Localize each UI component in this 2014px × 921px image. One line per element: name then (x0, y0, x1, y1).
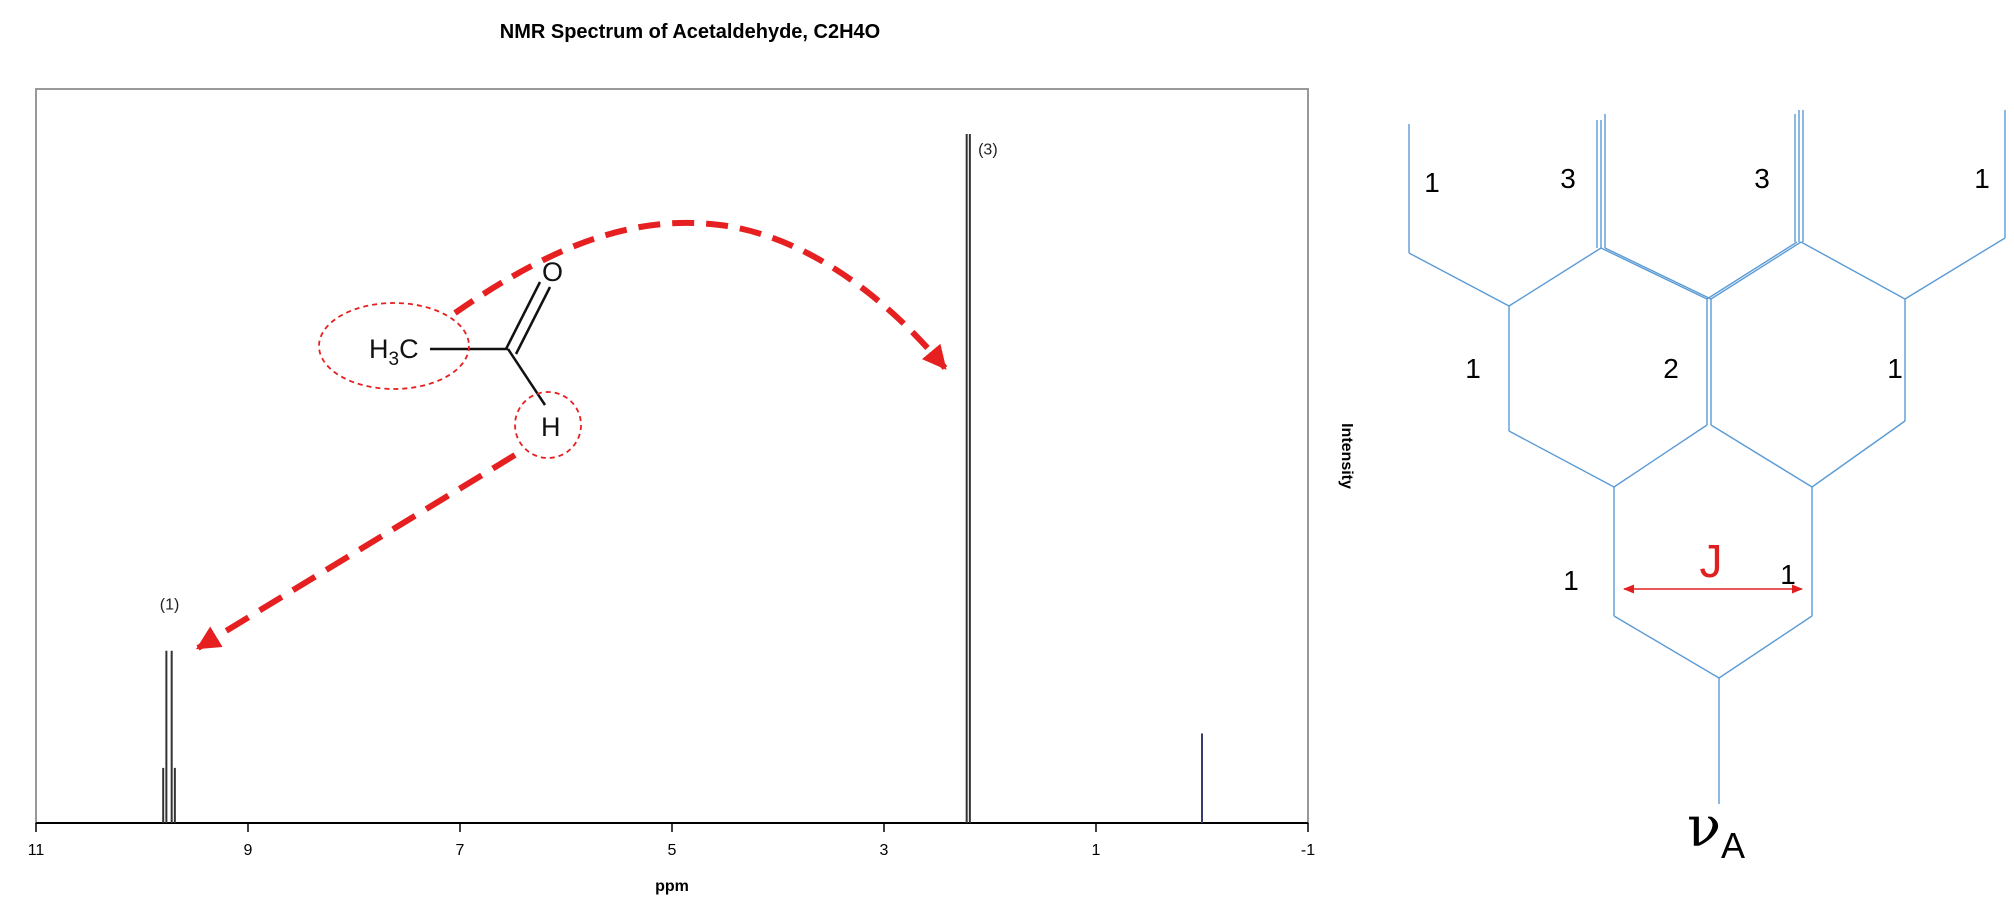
tree-branch (1508, 430, 1615, 488)
assignment-arrows (195, 219, 948, 651)
tree-number: 1 (1887, 353, 1903, 384)
c-o-double-bond-b (514, 286, 552, 355)
x-tick-label: 7 (456, 842, 465, 859)
methyl-group-label: H3C (369, 334, 419, 370)
tree-number: 1 (1563, 565, 1579, 596)
acetaldehyde-structure: H3C O H (318, 257, 582, 459)
nmr-spectrum-chart: NMR Spectrum of Acetaldehyde, C2H4O 11 9 7… (28, 21, 1355, 895)
tree-number: 2 (1663, 353, 1679, 384)
splitting-tree-labels: 1 3 3 1 1 2 1 1 1 J νA (1424, 163, 1990, 866)
tree-branch (1604, 247, 1712, 300)
tree-branch (1710, 241, 1802, 300)
x-tick-label: 5 (668, 842, 677, 859)
aldehyde-hydrogen: H (541, 412, 561, 442)
tree-number: 1 (1424, 167, 1440, 198)
tree-branch (1811, 420, 1906, 488)
tree-branch (1600, 247, 1708, 300)
peak-labels: (1) (3) (160, 142, 998, 614)
x-axis-label: ppm (655, 878, 689, 895)
tree-branch (1706, 241, 1798, 300)
tree-branch (1710, 424, 1813, 488)
x-tick-label: -1 (1301, 842, 1315, 859)
peak-label: (3) (978, 142, 998, 159)
c-o-double-bond-a (504, 281, 542, 350)
x-tick-label: 9 (244, 842, 253, 859)
splitting-tree-diagram (1408, 110, 2006, 804)
methyl-highlight-circle (318, 302, 470, 390)
tree-branch (1408, 252, 1510, 307)
x-ticks: 11 9 7 5 3 1 -1 (28, 823, 1315, 859)
peaks (162, 134, 1203, 823)
plot-frame (35, 88, 1309, 824)
oxygen-atom: O (542, 257, 563, 287)
tree-number: 3 (1754, 163, 1770, 194)
methyl-to-quartet-arrow (453, 219, 948, 370)
tree-number: 1 (1974, 163, 1990, 194)
aldehyde-h-highlight-circle (514, 391, 582, 459)
base-frequency-label: νA (1687, 795, 1745, 866)
tree-branch (1613, 424, 1708, 488)
tree-number: 1 (1465, 353, 1481, 384)
tree-branch (1613, 615, 1720, 679)
aldehyde-to-quartet-arrow (195, 452, 517, 651)
peak-label: (1) (160, 596, 180, 613)
x-tick-label: 11 (28, 842, 45, 859)
tree-number: 3 (1560, 163, 1576, 194)
tree-branch (1904, 237, 2006, 300)
y-axis-label: Intensity (1338, 423, 1355, 489)
x-tick-label: 1 (1092, 842, 1101, 859)
chart-title: NMR Spectrum of Acetaldehyde, C2H4O (500, 21, 880, 43)
c-h-bond (506, 348, 547, 406)
tree-branch (1718, 615, 1813, 679)
coupling-constant-label: J (1700, 535, 1723, 587)
tree-branch (1508, 247, 1602, 307)
x-tick-label: 3 (880, 842, 889, 859)
tree-branch (1800, 241, 1906, 300)
tree-number: 1 (1780, 559, 1796, 590)
